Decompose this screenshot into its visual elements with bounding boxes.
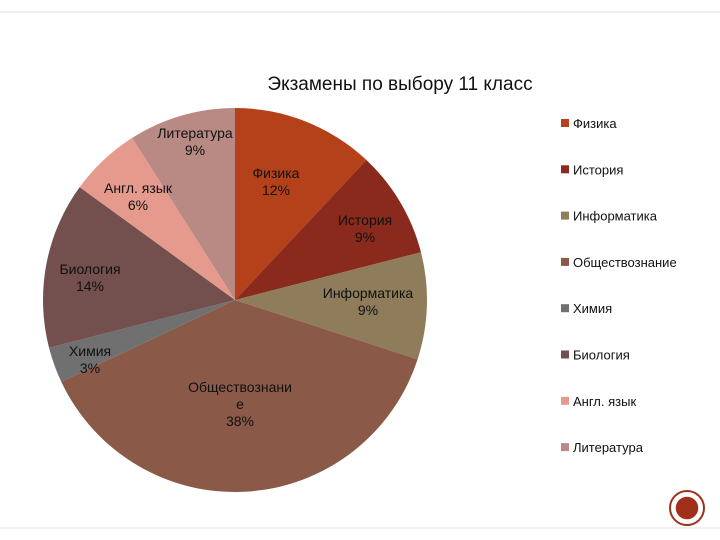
- pie-slice: [61, 300, 418, 493]
- slice-data-label: Химия 3%: [69, 343, 111, 376]
- legend-item: Химия: [561, 301, 612, 316]
- legend-swatch: [561, 257, 569, 266]
- legend-swatch: [561, 165, 569, 174]
- slice-label-line: 9%: [358, 302, 378, 318]
- pie-slice: [235, 160, 421, 300]
- legend-label: Биология: [573, 348, 630, 363]
- slice-label-line: 9%: [185, 142, 205, 158]
- slice-label-line: Физика: [253, 165, 300, 181]
- legend-swatch: [561, 119, 569, 127]
- legend-label: Информатика: [573, 209, 658, 224]
- legend-item: Литература: [561, 440, 644, 455]
- chart-title: Экзамены по выбору 11 класс: [267, 74, 532, 95]
- slice-label-line: 38%: [226, 413, 254, 429]
- pie-data-labels: Физика 12%История 9%Информатика 9%Обществоз…: [59, 125, 413, 429]
- slice-data-label: Биология 14%: [59, 261, 120, 294]
- slice-data-label: Литература 9%: [157, 125, 233, 158]
- slice-label-line: Литература: [157, 125, 233, 141]
- slice-label-line: 6%: [128, 197, 148, 213]
- slice-label-line: 9%: [355, 229, 375, 245]
- slice-label-line: Биология: [59, 261, 120, 277]
- pie-slice: [235, 252, 427, 360]
- legend-label: Физика: [573, 116, 617, 131]
- legend-swatch: [561, 304, 569, 313]
- legend-item: Биология: [561, 348, 630, 363]
- slice-data-label: История 9%: [338, 212, 392, 245]
- page-badge-icon: [669, 490, 705, 526]
- slice-data-label: Информатика 9%: [323, 285, 414, 318]
- legend-item: Физика: [561, 116, 617, 131]
- legend-label: Химия: [573, 301, 612, 316]
- legend-item: Информатика: [561, 209, 658, 224]
- slice-label-line: История: [338, 212, 392, 228]
- legend-item: Англ. язык: [561, 394, 636, 409]
- slice-label-line: е: [236, 396, 244, 412]
- slice-label-line: Химия: [69, 343, 111, 359]
- slice-label-line: 14%: [76, 278, 104, 294]
- slice-data-label: Англ. язык 6%: [104, 180, 173, 213]
- pie-slice: [49, 300, 235, 382]
- legend-swatch: [561, 211, 569, 220]
- slice-data-label: Физика 12%: [253, 165, 300, 198]
- pie-slice: [132, 108, 235, 300]
- slice-label-line: Обществознани: [188, 379, 292, 395]
- legend-item: Обществознание: [561, 255, 677, 270]
- legend-swatch: [561, 443, 569, 452]
- slice-label-line: 12%: [262, 182, 290, 198]
- pie-slice: [42, 187, 235, 348]
- legend-label: Англ. язык: [573, 394, 636, 409]
- pie-slice: [235, 108, 367, 300]
- slice-label-line: 3%: [80, 360, 100, 376]
- legend-label: История: [573, 162, 623, 177]
- slice-label-line: Информатика: [323, 285, 414, 301]
- legend-label: Обществознание: [573, 255, 677, 270]
- chart-legend: Физика История Информатика Обществознание Хи…: [561, 116, 677, 455]
- legend-label: Литература: [573, 440, 644, 455]
- legend-swatch: [561, 350, 569, 359]
- pie-slice: [79, 137, 235, 300]
- pie-slices: [42, 108, 427, 493]
- legend-swatch: [561, 396, 569, 405]
- slice-data-label: Обществознани е 38%: [188, 379, 292, 429]
- slice-label-line: Англ. язык: [104, 180, 173, 196]
- legend-item: История: [561, 162, 623, 177]
